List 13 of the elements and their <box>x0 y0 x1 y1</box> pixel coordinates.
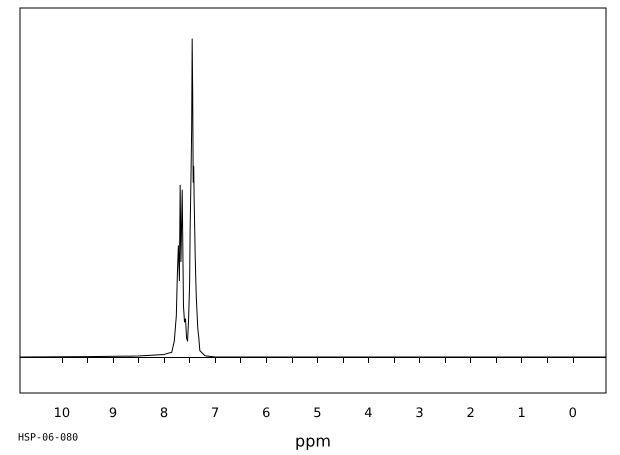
x-tick-label: 4 <box>364 406 373 421</box>
x-tick-label: 9 <box>108 406 118 421</box>
x-tick-label: 5 <box>313 406 322 421</box>
x-tick-label: 7 <box>211 406 220 421</box>
x-tick-label: 0 <box>568 406 577 421</box>
text: HSP-06-080 <box>18 432 78 444</box>
x-tick-label: 6 <box>262 406 270 421</box>
x-tick-label: 2 <box>466 406 475 421</box>
x-tick-label: 10 <box>54 406 70 421</box>
x-tick-label: 1 <box>518 406 526 421</box>
x-axis-title: ppm <box>295 432 331 450</box>
x-tick-label: 8 <box>160 406 168 421</box>
x-tick-label: 3 <box>415 406 424 421</box>
